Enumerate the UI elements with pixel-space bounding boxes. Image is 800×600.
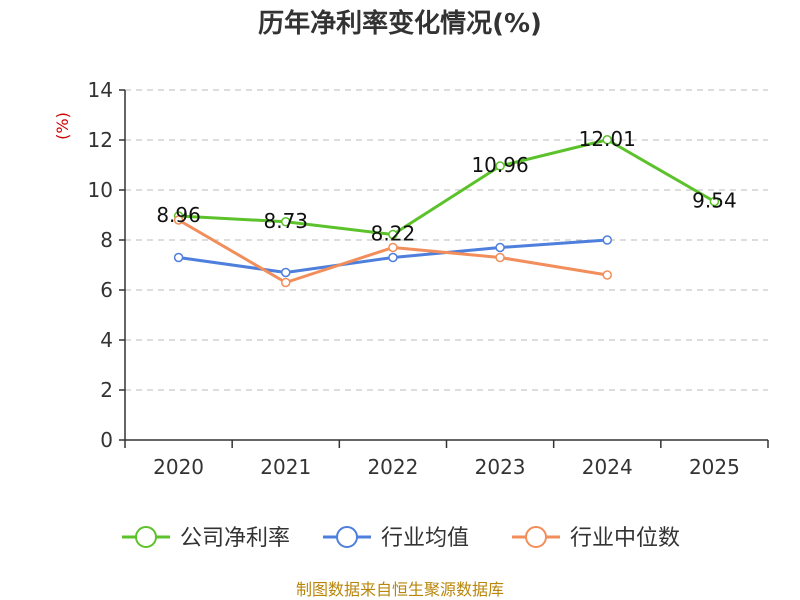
axes: 0 2 4 6 8 10 12 14 2020 2021 2022 2023 2024 2025 [88, 78, 769, 479]
y-tick-label: 12 [88, 128, 113, 152]
data-point [173, 252, 184, 263]
x-tick-label: 2020 [153, 455, 204, 479]
series-layer [173, 135, 720, 288]
data-point [495, 252, 505, 263]
x-tick-label: 2025 [689, 455, 740, 479]
data-point [602, 135, 612, 145]
data-label: 8.73 [263, 209, 308, 233]
legend-marker [525, 526, 547, 548]
grid [125, 89, 768, 391]
y-tick-label: 2 [100, 378, 113, 402]
data-point [602, 235, 612, 245]
x-tick-label: 2023 [475, 455, 526, 479]
series-2 [173, 215, 612, 288]
data-point [495, 242, 505, 253]
y-tick-label: 0 [100, 428, 113, 452]
series-1 [173, 235, 612, 278]
legend-label: 行业均值 [381, 526, 469, 551]
data-point [602, 270, 612, 280]
series-0 [173, 135, 720, 240]
data-label: 10.96 [471, 153, 528, 177]
y-tick-label: 4 [100, 328, 113, 352]
source-note: 制图数据来自恒生聚源数据库 [296, 580, 504, 599]
y-axis-unit-label: (%) [53, 112, 72, 140]
data-label: 12.01 [579, 127, 636, 151]
data-label: 8.22 [371, 222, 416, 246]
legend-item[interactable]: 公司净利率 [122, 526, 290, 551]
data-point [388, 242, 398, 253]
legend-marker [135, 526, 157, 548]
data-label: 8.96 [156, 203, 201, 227]
legend-item[interactable]: 行业中位数 [512, 526, 680, 551]
data-point [388, 229, 398, 240]
y-tick-label: 10 [88, 178, 113, 202]
legend-label: 公司净利率 [180, 526, 290, 551]
data-label: 9.54 [692, 189, 737, 213]
data-point [495, 161, 505, 171]
series-line [178, 138, 716, 236]
legend-marker [336, 526, 358, 548]
data-labels: 8.96 8.73 8.22 10.96 12.01 9.54 [156, 127, 736, 246]
data-point [173, 215, 184, 225]
legend-label: 行业中位数 [570, 526, 680, 551]
chart-title: 历年净利率变化情况(%) [258, 8, 542, 39]
data-point [281, 217, 291, 227]
data-point [281, 277, 291, 288]
y-tick-label: 6 [100, 278, 113, 302]
legend-item[interactable]: 行业均值 [323, 526, 469, 551]
x-tick-label: 2021 [260, 455, 311, 479]
data-point [388, 252, 398, 263]
y-tick-label: 14 [88, 78, 113, 102]
y-tick-label: 8 [100, 228, 113, 252]
data-point [281, 267, 291, 278]
x-tick-label: 2022 [367, 455, 418, 479]
x-tick-label: 2024 [582, 455, 633, 479]
data-point [709, 196, 720, 207]
legend: 公司净利率 行业均值 行业中位数 [122, 526, 680, 551]
